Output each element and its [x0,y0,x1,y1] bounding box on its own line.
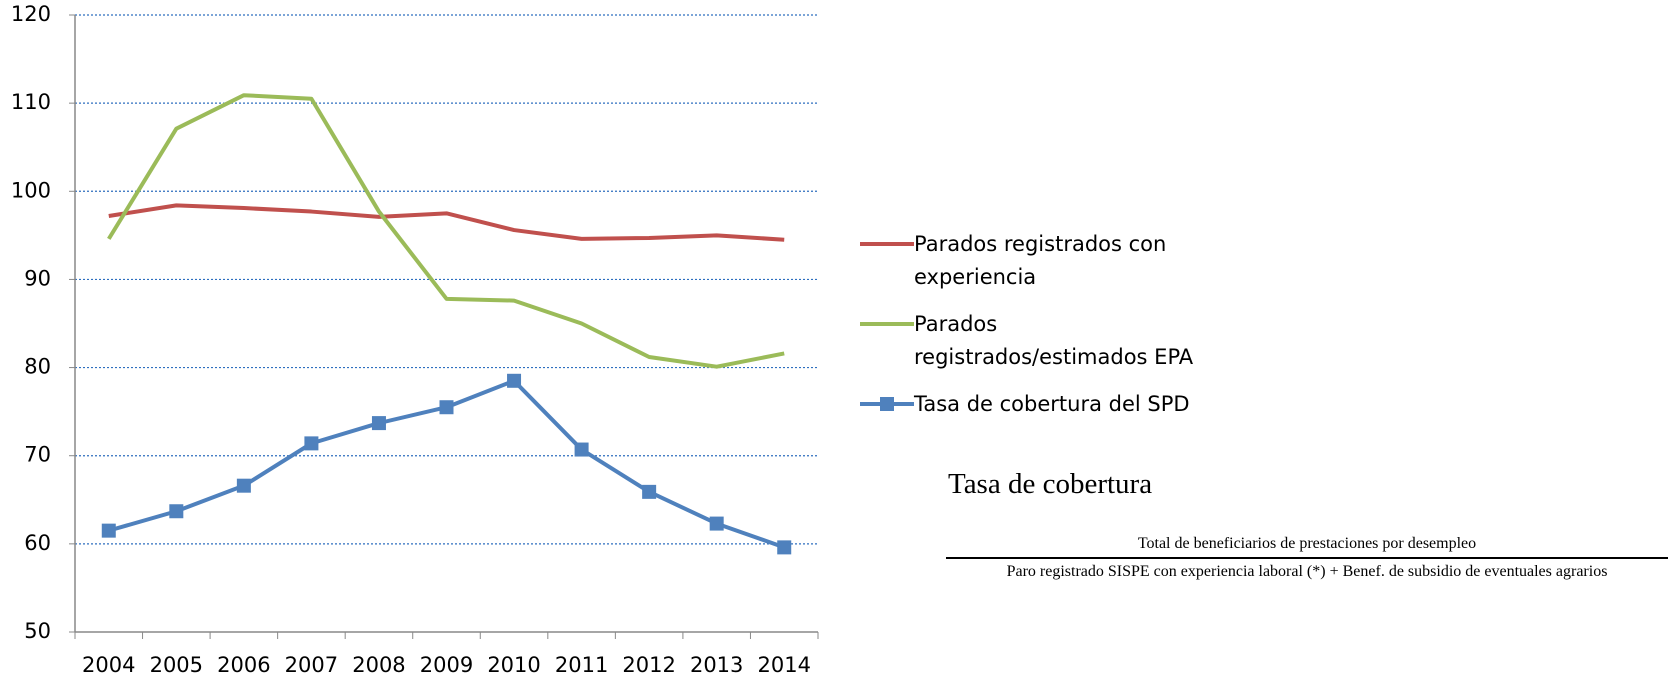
point-marker [574,442,589,457]
point-marker [507,373,522,388]
y-tick-label: 100 [11,178,51,202]
point-marker [642,484,657,499]
legend: Parados registrados con experiencia Parad… [858,228,1218,435]
point-marker [169,504,184,519]
x-tick-label: 2011 [555,653,608,677]
legend-marker [880,397,894,411]
legend-entry: Parados registrados con experiencia [858,228,1218,294]
point-marker [777,540,792,555]
x-tick-label: 2004 [82,653,135,677]
point-marker [439,400,454,415]
legend-entry: Tasa de cobertura del SPD [858,388,1218,421]
x-tick-label: 2006 [217,653,270,677]
x-tick-label: 2009 [420,653,473,677]
formula-denominator: Paro registrado SISPE con experiencia la… [1006,563,1608,580]
y-tick-label: 70 [24,443,51,467]
x-tick-label: 2013 [690,653,743,677]
x-tick-label: 2012 [622,653,675,677]
series-line [107,93,785,369]
y-tick-label: 60 [24,531,51,555]
formula-title: Tasa de cobertura [948,468,1153,500]
x-tick-label: 2014 [758,653,811,677]
formula-numerator: Total de beneficiarios de prestaciones p… [1137,535,1477,552]
legend-key [860,322,914,326]
y-tick-label: 50 [24,619,51,643]
y-tick-label: 110 [11,90,51,114]
legend-entry: Parados registrados/estimados EPA [858,308,1218,374]
y-tick-label: 80 [24,355,51,379]
x-tick-label: 2010 [487,653,540,677]
x-tick-label: 2008 [352,653,405,677]
x-tick-label: 2005 [150,653,203,677]
legend-label: Tasa de cobertura del SPD [914,392,1190,416]
y-tick-label: 120 [11,2,51,26]
chart: 50 60 70 80 90 100 110 120 2004 2005 2006 2007 2008 2… [11,2,819,677]
legend-key [860,397,914,411]
point-marker [304,436,319,451]
point-marker [101,523,116,538]
x-tick-label: 2007 [285,653,338,677]
point-marker [709,516,724,531]
y-tick-label: 90 [24,266,51,290]
fraction-line [946,557,1668,559]
legend-label: Parados registrados con experiencia [914,232,1167,289]
point-marker [371,416,386,431]
legend-key [860,242,914,246]
series-line [108,203,785,242]
point-marker [236,478,251,493]
legend-label: Parados registrados/estimados EPA [914,312,1194,369]
